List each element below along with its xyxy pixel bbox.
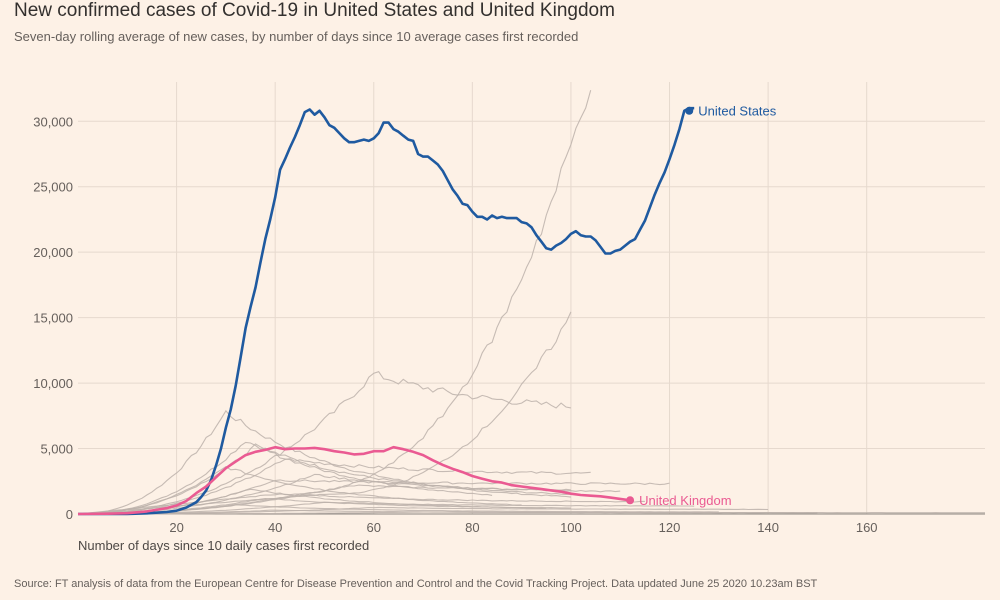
comparison-country-line xyxy=(77,311,572,515)
source-note: Source: FT analysis of data from the Eur… xyxy=(14,578,818,590)
chart-title: New confirmed cases of Covid-19 in Unite… xyxy=(14,0,615,21)
other-countries-lines xyxy=(77,90,985,515)
x-tick-label: 20 xyxy=(169,520,183,535)
x-tick-label: 140 xyxy=(757,520,779,535)
highlighted-series xyxy=(77,106,695,516)
x-axis-label: Number of days since 10 daily cases firs… xyxy=(78,538,369,553)
united-states-end-marker xyxy=(685,106,694,115)
y-tick-label: 25,000 xyxy=(33,180,73,195)
x-tick-label: 100 xyxy=(560,520,582,535)
united-kingdom-label: United Kingdom xyxy=(639,493,732,508)
x-tick-label: 40 xyxy=(268,520,282,535)
y-tick-label: 10,000 xyxy=(33,376,73,391)
y-tick-label: 15,000 xyxy=(33,311,73,326)
united-states-line xyxy=(77,106,695,516)
gridlines xyxy=(78,82,985,515)
y-tick-label: 30,000 xyxy=(33,114,73,129)
united-kingdom-end-marker xyxy=(626,496,635,505)
x-tick-label: 80 xyxy=(465,520,479,535)
chart-subtitle: Seven-day rolling average of new cases, … xyxy=(14,29,579,44)
y-tick-label: 20,000 xyxy=(33,245,73,260)
comparison-country-line xyxy=(77,90,592,515)
comparison-country-line xyxy=(78,504,719,515)
y-tick-label: 5,000 xyxy=(40,442,73,457)
comparison-country-line xyxy=(78,465,522,515)
comparison-country-line xyxy=(78,458,591,515)
x-tick-label: 60 xyxy=(367,520,381,535)
series-labels: United States United Kingdom xyxy=(626,103,777,508)
united-kingdom-line xyxy=(77,445,631,516)
x-tick-label: 120 xyxy=(659,520,681,535)
comparison-country-line xyxy=(78,511,985,515)
comparison-country-line xyxy=(78,441,571,515)
y-tick-label: 0 xyxy=(66,507,73,522)
comparison-country-line xyxy=(78,443,493,515)
comparison-country-line xyxy=(77,409,571,515)
x-tick-label: 160 xyxy=(856,520,878,535)
comparison-country-line xyxy=(78,501,695,515)
axes: 20 40 60 80 100 120 140 160 0 5,000 10,000 15,000 20… xyxy=(33,114,877,535)
united-states-label: United States xyxy=(698,103,777,118)
